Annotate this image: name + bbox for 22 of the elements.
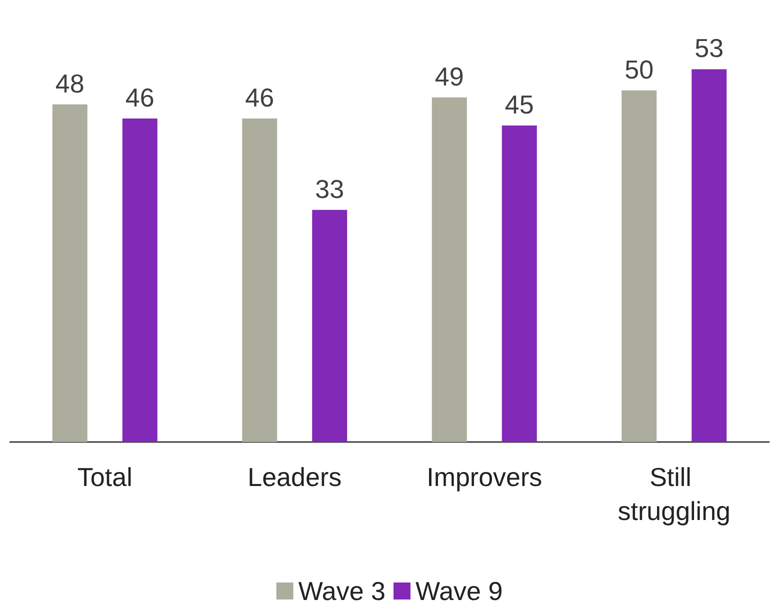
data-label: 50 (624, 54, 654, 84)
data-label: 33 (315, 174, 344, 204)
bar (52, 104, 88, 442)
bar (432, 97, 467, 442)
data-label: 46 (125, 82, 154, 112)
data-label: 49 (434, 61, 464, 92)
bar (502, 126, 537, 442)
data-label: 53 (694, 33, 724, 64)
data-label: 45 (504, 90, 534, 120)
data-label: 48 (55, 68, 84, 98)
x-tick-label: Improvers (426, 462, 542, 492)
legend-label: Wave 3 (298, 576, 386, 606)
x-tick-label: Total (77, 462, 132, 492)
legend-label: Wave 9 (416, 576, 503, 606)
bar (622, 90, 657, 442)
bar (242, 118, 278, 442)
x-tick-label: Leaders (248, 462, 342, 492)
bar (692, 69, 727, 442)
bar (312, 210, 348, 442)
x-tick-label: Still struggling (618, 462, 730, 526)
bar (122, 118, 158, 442)
data-label: 46 (245, 82, 274, 112)
